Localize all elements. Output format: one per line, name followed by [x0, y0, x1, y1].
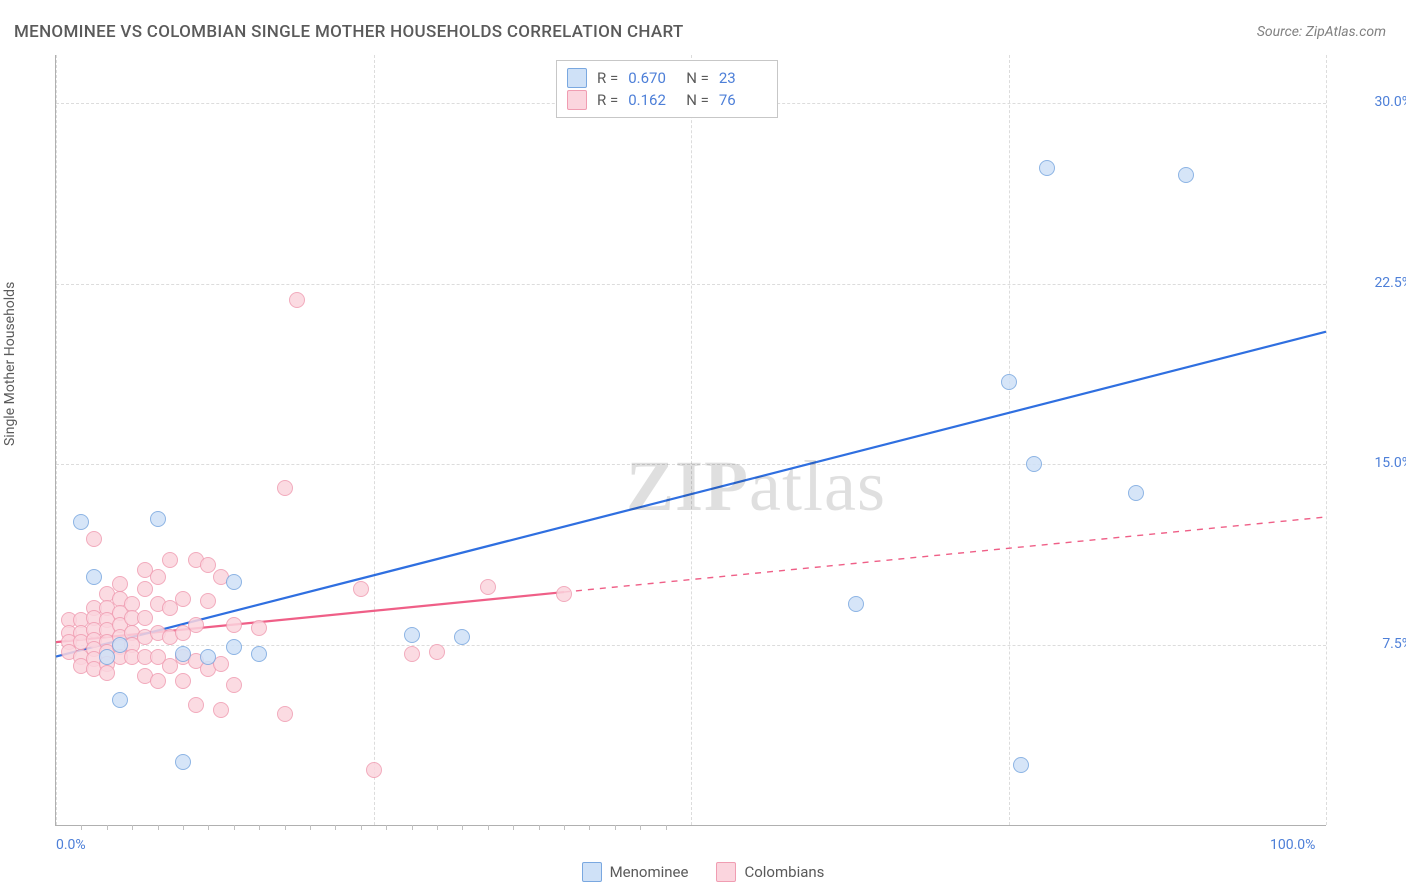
data-point — [226, 617, 242, 633]
data-point — [1128, 485, 1144, 501]
data-point — [251, 620, 267, 636]
data-point — [150, 673, 166, 689]
x-minor-tick — [386, 825, 387, 830]
x-minor-tick — [208, 825, 209, 830]
data-point — [150, 511, 166, 527]
watermark: ZIPatlas — [626, 445, 886, 528]
plot-area: 7.5%15.0%22.5%30.0%0.0%100.0% ZIPatlas — [55, 55, 1326, 826]
data-point — [200, 649, 216, 665]
x-minor-tick — [259, 825, 260, 830]
x-minor-tick — [513, 825, 514, 830]
x-minor-tick — [539, 825, 540, 830]
source-citation: Source: ZipAtlas.com — [1257, 24, 1386, 40]
chart-title: MENOMINEE VS COLOMBIAN SINGLE MOTHER HOU… — [14, 22, 684, 42]
data-point — [277, 480, 293, 496]
legend-label: Colombians — [744, 863, 824, 881]
x-minor-tick — [335, 825, 336, 830]
data-point — [353, 581, 369, 597]
data-point — [1001, 374, 1017, 390]
y-axis-label: Single Mother Households — [2, 282, 18, 446]
r-label: R = — [597, 69, 618, 87]
data-point — [112, 637, 128, 653]
x-minor-tick — [310, 825, 311, 830]
data-point — [277, 706, 293, 722]
x-minor-tick — [81, 825, 82, 830]
data-point — [404, 627, 420, 643]
legend-swatch — [716, 862, 736, 882]
x-minor-tick — [158, 825, 159, 830]
n-value: 23 — [719, 69, 767, 87]
x-minor-tick — [589, 825, 590, 830]
trend-lines — [56, 55, 1326, 825]
data-point — [112, 576, 128, 592]
data-point — [188, 697, 204, 713]
data-point — [366, 762, 382, 778]
y-tick-label: 30.0% — [1336, 94, 1406, 110]
y-tick-label: 15.0% — [1336, 455, 1406, 471]
legend-item: Colombians — [716, 862, 824, 882]
gridline — [1326, 55, 1327, 825]
y-tick-label: 22.5% — [1336, 275, 1406, 291]
x-minor-tick — [183, 825, 184, 830]
data-point — [213, 702, 229, 718]
data-point — [112, 692, 128, 708]
n-label: N = — [686, 69, 709, 87]
data-point — [150, 569, 166, 585]
x-tick-label: 0.0% — [56, 837, 86, 853]
data-point — [137, 610, 153, 626]
x-minor-tick — [640, 825, 641, 830]
data-point — [404, 646, 420, 662]
data-point — [226, 574, 242, 590]
x-minor-tick — [107, 825, 108, 830]
data-point — [1013, 757, 1029, 773]
x-minor-tick — [437, 825, 438, 830]
data-point — [556, 586, 572, 602]
data-point — [226, 639, 242, 655]
y-tick-label: 7.5% — [1336, 636, 1406, 652]
data-point — [188, 617, 204, 633]
legend-label: Menominee — [610, 863, 689, 881]
x-tick-label: 100.0% — [1270, 837, 1315, 853]
data-point — [429, 644, 445, 660]
x-minor-tick — [462, 825, 463, 830]
x-minor-tick — [234, 825, 235, 830]
data-point — [848, 596, 864, 612]
series-legend: Menominee Colombians — [0, 862, 1406, 882]
x-minor-tick — [361, 825, 362, 830]
r-label: R = — [597, 91, 618, 109]
data-point — [480, 579, 496, 595]
x-minor-tick — [285, 825, 286, 830]
legend-swatch — [567, 90, 587, 110]
n-value: 76 — [719, 91, 767, 109]
x-minor-tick — [564, 825, 565, 830]
legend-swatch — [582, 862, 602, 882]
legend-swatch — [567, 68, 587, 88]
x-minor-tick — [412, 825, 413, 830]
data-point — [175, 591, 191, 607]
data-point — [1039, 160, 1055, 176]
data-point — [137, 581, 153, 597]
legend-item: Menominee — [582, 862, 689, 882]
stats-legend-row: R = 0.670 N = 23 — [567, 67, 767, 89]
stats-legend: R = 0.670 N = 23 R = 0.162 N = 76 — [556, 60, 778, 118]
data-point — [99, 649, 115, 665]
x-minor-tick — [615, 825, 616, 830]
n-label: N = — [686, 91, 709, 109]
r-value: 0.162 — [628, 91, 676, 109]
x-minor-tick — [666, 825, 667, 830]
data-point — [1026, 456, 1042, 472]
x-minor-tick — [132, 825, 133, 830]
data-point — [175, 673, 191, 689]
x-minor-tick — [488, 825, 489, 830]
stats-legend-row: R = 0.162 N = 76 — [567, 89, 767, 111]
r-value: 0.670 — [628, 69, 676, 87]
data-point — [86, 531, 102, 547]
